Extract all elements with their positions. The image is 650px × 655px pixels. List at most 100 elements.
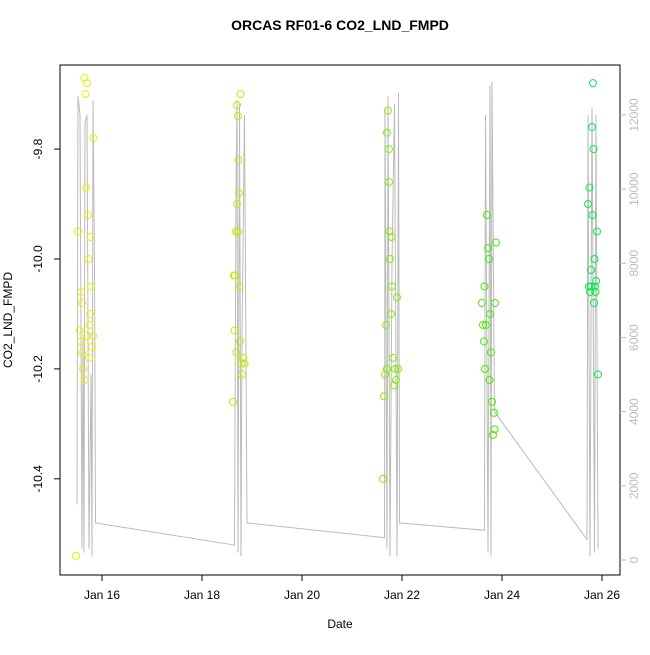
data-point bbox=[588, 123, 596, 132]
data-point bbox=[75, 326, 84, 335]
plot-frame bbox=[59, 64, 621, 576]
data-point bbox=[382, 320, 390, 329]
data-point bbox=[385, 178, 393, 187]
y2-tick-label: 8000 bbox=[627, 250, 641, 277]
data-point bbox=[85, 320, 94, 329]
data-point bbox=[89, 134, 98, 143]
data-point bbox=[380, 392, 388, 401]
data-point bbox=[385, 145, 393, 154]
data-point bbox=[83, 331, 91, 340]
data-point bbox=[391, 364, 399, 373]
data-point bbox=[235, 282, 244, 291]
data-point bbox=[78, 348, 86, 357]
data-point bbox=[478, 298, 486, 307]
data-point bbox=[79, 364, 87, 373]
data-point bbox=[485, 375, 494, 384]
data-point bbox=[481, 364, 489, 373]
y2-tick-label: 2000 bbox=[627, 472, 641, 499]
y2-tick-label: 0 bbox=[627, 556, 641, 563]
data-point bbox=[232, 227, 240, 236]
data-point bbox=[81, 90, 90, 99]
data-point bbox=[392, 375, 400, 384]
data-point bbox=[89, 331, 97, 340]
x-tick-label: Jan 26 bbox=[584, 588, 620, 602]
data-point bbox=[233, 200, 241, 209]
data-point bbox=[592, 276, 600, 285]
data-point bbox=[86, 233, 95, 242]
y2-tick-label: 6000 bbox=[627, 324, 641, 351]
data-point bbox=[235, 189, 243, 198]
y-tick-label: -10.4 bbox=[31, 465, 45, 493]
data-point bbox=[390, 381, 398, 390]
x-axis-label: Date bbox=[327, 617, 353, 631]
data-point bbox=[588, 211, 597, 220]
data-point bbox=[488, 397, 496, 406]
data-point bbox=[388, 282, 396, 291]
data-point bbox=[86, 309, 94, 318]
y-axis-label: CO2_LND_FMPD bbox=[1, 272, 15, 368]
data-point bbox=[78, 298, 86, 307]
data-point bbox=[487, 348, 495, 357]
data-point bbox=[394, 364, 402, 373]
data-point bbox=[381, 370, 389, 379]
data-point bbox=[585, 282, 593, 291]
y-tick-label: -10.0 bbox=[31, 245, 45, 273]
data-point bbox=[585, 183, 594, 192]
data-point bbox=[84, 254, 93, 263]
data-point bbox=[77, 337, 85, 346]
data-point bbox=[379, 474, 387, 483]
data-point bbox=[239, 353, 247, 362]
data-point bbox=[232, 348, 241, 357]
data-point bbox=[483, 211, 491, 220]
data-point bbox=[230, 271, 238, 280]
data-point bbox=[84, 211, 92, 220]
data-point bbox=[591, 287, 600, 296]
y-tick-label: -9.8 bbox=[31, 138, 45, 159]
data-point bbox=[480, 337, 488, 346]
data-point bbox=[88, 342, 96, 351]
data-point bbox=[486, 309, 494, 318]
data-point bbox=[492, 238, 500, 247]
data-point bbox=[589, 79, 597, 88]
data-point bbox=[387, 309, 395, 318]
data-point bbox=[383, 128, 391, 137]
data-point bbox=[490, 408, 498, 417]
data-point bbox=[82, 183, 90, 192]
data-point bbox=[386, 254, 394, 263]
data-point bbox=[593, 227, 601, 236]
data-point bbox=[484, 244, 492, 253]
data-point bbox=[234, 112, 242, 121]
y2-tick-label: 10000 bbox=[627, 172, 641, 206]
data-point bbox=[589, 145, 598, 154]
data-point bbox=[482, 320, 490, 329]
data-point bbox=[594, 370, 602, 379]
data-point bbox=[384, 106, 392, 115]
data-point bbox=[229, 397, 237, 406]
data-point bbox=[383, 364, 391, 373]
x-tick-label: Jan 18 bbox=[184, 588, 220, 602]
x-tick-label: Jan 16 bbox=[84, 588, 120, 602]
data-point bbox=[587, 265, 595, 274]
data-point bbox=[480, 282, 489, 291]
data-point bbox=[83, 79, 91, 88]
data-point bbox=[85, 353, 93, 362]
data-point bbox=[584, 200, 592, 209]
data-point bbox=[236, 337, 244, 346]
data-point bbox=[234, 227, 242, 236]
data-point bbox=[72, 551, 80, 560]
data-point bbox=[393, 293, 401, 302]
data-point bbox=[491, 298, 499, 307]
y2-tick-label: 4000 bbox=[627, 398, 641, 425]
data-point bbox=[385, 227, 394, 236]
altitude-line bbox=[76, 81, 599, 557]
data-point bbox=[489, 430, 497, 439]
data-point bbox=[586, 287, 594, 296]
data-point bbox=[590, 298, 598, 307]
y2-tick-label: 12000 bbox=[627, 98, 641, 132]
data-point bbox=[387, 233, 396, 242]
data-point bbox=[590, 254, 599, 263]
data-point bbox=[237, 359, 245, 368]
data-point bbox=[87, 282, 95, 291]
